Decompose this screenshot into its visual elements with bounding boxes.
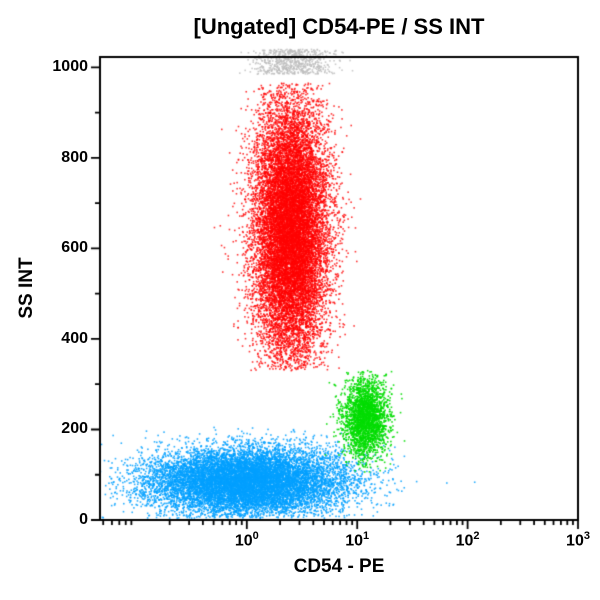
- x-axis-label: CD54 - PE: [293, 556, 385, 577]
- chart-title: [Ungated] CD54-PE / SS INT: [193, 14, 485, 39]
- y-axis-label: SS INT: [16, 257, 37, 319]
